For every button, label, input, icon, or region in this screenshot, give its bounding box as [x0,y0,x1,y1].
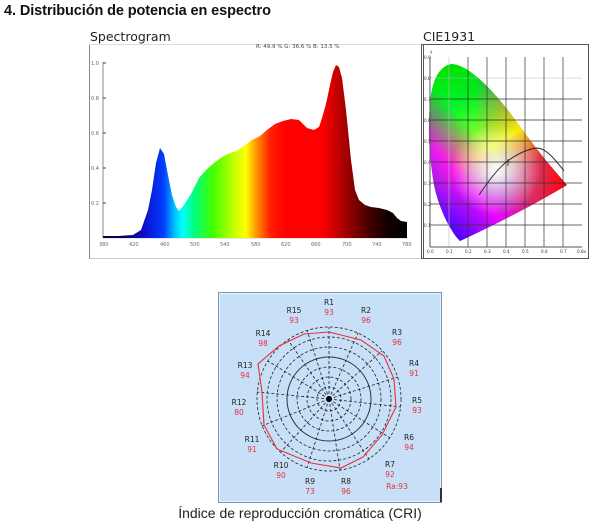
ra-label: Ra:93 [386,482,408,491]
svg-text:0.6: 0.6 [541,249,548,254]
svg-text:0.2: 0.2 [465,249,472,254]
svg-text:460: 460 [160,242,170,248]
svg-text:380: 380 [99,242,109,248]
svg-text:R4: R4 [409,359,419,368]
svg-text:R8: R8 [341,477,351,486]
svg-text:y: y [430,49,433,54]
svg-text:R6: R6 [404,433,414,442]
svg-text:0.4: 0.4 [91,166,99,172]
svg-text:0.6: 0.6 [91,131,99,137]
cie-frame-divider [423,44,424,259]
cie-title: CIE1931 [423,29,476,44]
svg-text:0.3: 0.3 [424,181,431,186]
cri-panel-shadow [440,488,442,502]
svg-text:R5: R5 [412,396,422,405]
svg-text:0.3: 0.3 [484,249,491,254]
svg-text:96: 96 [341,487,351,496]
svg-text:0.8: 0.8 [424,76,431,81]
svg-text:91: 91 [247,445,257,454]
svg-text:R13: R13 [238,361,253,370]
svg-text:96: 96 [392,338,402,347]
svg-text:540: 540 [220,242,230,248]
svg-text:92: 92 [385,470,395,479]
svg-text:660: 660 [311,242,321,248]
svg-text:R2: R2 [361,306,371,315]
svg-text:R7: R7 [385,460,395,469]
spectrogram-title: Spectrogram [90,29,171,44]
svg-text:620: 620 [281,242,291,248]
cri-radar-chart: R1 R2 R3 R4 R5 R6 R7 R8 R9 R10 R11 R12 R… [232,298,423,496]
rgb-summary: R: 49.9 % G: 36.6 % B: 13.5 % [256,44,340,50]
svg-text:420: 420 [129,242,139,248]
svg-text:94: 94 [404,443,414,452]
svg-text:500: 500 [190,242,200,248]
section-heading: 4. Distribución de potencia en espectro [4,3,271,19]
svg-text:98: 98 [258,339,268,348]
svg-text:R3: R3 [392,328,402,337]
svg-text:R1: R1 [324,298,334,307]
svg-text:0.7: 0.7 [560,249,567,254]
svg-text:0.4: 0.4 [503,249,510,254]
svg-text:93: 93 [289,316,299,325]
svg-text:94: 94 [240,371,250,380]
svg-text:1.0: 1.0 [91,61,99,67]
svg-text:90: 90 [276,471,286,480]
svg-text:740: 740 [372,242,382,248]
svg-text:93: 93 [324,308,334,317]
svg-text:0.9: 0.9 [424,55,431,60]
svg-text:0.1: 0.1 [424,223,431,228]
svg-text:0.5: 0.5 [424,139,431,144]
svg-text:0.8: 0.8 [91,96,99,102]
svg-text:0.5: 0.5 [522,249,529,254]
cri-polygon [257,331,397,469]
svg-text:0.2: 0.2 [91,201,99,207]
svg-text:580: 580 [251,242,261,248]
svg-text:0.7: 0.7 [424,97,431,102]
svg-text:0.2: 0.2 [424,202,431,207]
cie-chart: y 0.9 0.8 0.7 0.6 0.5 0.4 0.3 0.2 0.1 0.… [424,49,586,254]
svg-text:0.1: 0.1 [446,249,453,254]
svg-text:93: 93 [412,406,422,415]
svg-text:0.0: 0.0 [427,249,434,254]
svg-text:0.6: 0.6 [424,118,431,123]
svg-text:700: 700 [342,242,352,248]
svg-text:R9: R9 [305,477,315,486]
svg-text:780: 780 [402,242,412,248]
svg-text:80: 80 [234,408,244,417]
svg-text:91: 91 [409,369,419,378]
svg-text:R11: R11 [245,435,260,444]
svg-text:0.8x: 0.8x [577,249,586,254]
svg-text:R12: R12 [232,398,247,407]
spectrogram-chart: 1.0 0.8 0.6 0.4 0.2 380 420 460 500 540 … [91,61,412,248]
svg-text:96: 96 [361,316,371,325]
svg-text:R14: R14 [256,329,271,338]
cri-caption: Índice de reproducción cromática (CRI) [178,505,422,521]
svg-text:R10: R10 [274,461,289,470]
svg-text:73: 73 [305,487,315,496]
svg-text:R15: R15 [287,306,302,315]
spectrogram-top-border [89,44,420,45]
svg-text:0.4: 0.4 [424,160,431,165]
